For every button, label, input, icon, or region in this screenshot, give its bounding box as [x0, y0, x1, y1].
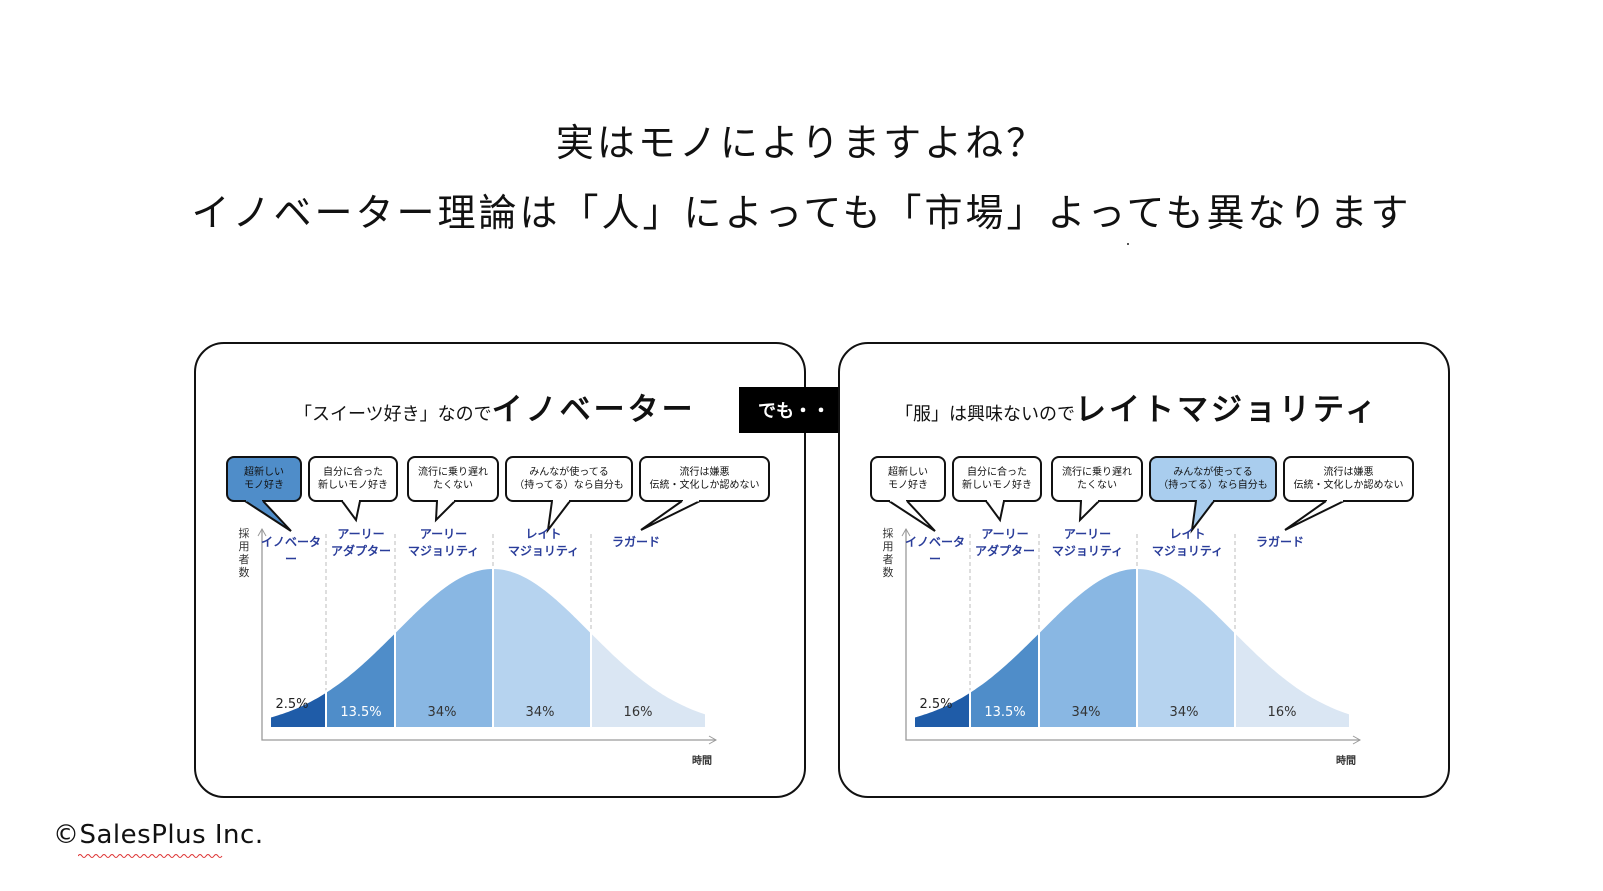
- stage-label: ラガード: [1255, 535, 1304, 549]
- speech-bubble-tail: [1190, 500, 1215, 534]
- share-label: 16%: [624, 705, 653, 720]
- speech-bubble-tail: [244, 500, 292, 532]
- copyright-text: ©SalesPlus Inc.: [53, 820, 264, 850]
- stage-label: レイト マジョリティ: [1151, 527, 1224, 558]
- share-label: 34%: [526, 705, 555, 720]
- panel-late-majority: 「服」は興味ないのでレイトマジョリティ 超新しい モノ好き 自分に合った 新しいモ…: [838, 342, 1450, 798]
- adoption-segment: [1136, 567, 1236, 729]
- stage-label: イノベーター: [260, 535, 321, 566]
- y-axis-arrow-icon: [901, 527, 911, 537]
- panel-title: 「スイーツ好き」なのでイノベーター: [294, 384, 696, 429]
- share-label: 34%: [1170, 705, 1199, 720]
- speech-bubble-tail: [640, 500, 701, 531]
- speech-bubble-tail: [546, 500, 571, 534]
- adoption-segment: [969, 629, 1040, 729]
- adoption-segment: [913, 689, 971, 729]
- adoption-segment: [394, 567, 494, 729]
- adoption-segment: [269, 689, 327, 729]
- chart-axes: [905, 529, 1360, 741]
- x-axis-arrow-icon: [708, 735, 718, 745]
- panel-title-segment: イノベーター: [491, 392, 696, 428]
- speech-bubble: 流行は嫌悪 伝統・文化しか認めない: [1283, 456, 1414, 502]
- stage-label: レイト マジョリティ: [507, 527, 580, 558]
- share-label: 13.5%: [340, 705, 381, 720]
- y-axis-label: 採 用 者 数: [882, 527, 894, 579]
- stage-label: アーリー マジョリティ: [1051, 527, 1124, 558]
- speech-bubble: みんなが使ってる （持ってる）なら自分も: [505, 456, 633, 502]
- adoption-segment: [325, 629, 396, 729]
- panel-title-segment: レイトマジョリティ: [1075, 392, 1380, 428]
- y-axis-label: 採 用 者 数: [238, 527, 250, 579]
- share-label: 13.5%: [984, 705, 1025, 720]
- stage-label: ラガード: [611, 535, 660, 549]
- share-label: 34%: [1072, 705, 1101, 720]
- speech-bubble-tail: [985, 500, 1005, 523]
- speech-bubble-tail: [434, 500, 456, 523]
- share-label: 16%: [1268, 705, 1297, 720]
- panel-title-reason: 「スイーツ好き」なので: [294, 404, 492, 425]
- adoption-curve-chart: 2.5% 13.5% 34% 34% 16%: [888, 499, 1362, 745]
- speech-bubble-tail: [1284, 500, 1345, 531]
- stray-dot: [1127, 243, 1129, 245]
- spellcheck-underline-icon: [78, 854, 223, 858]
- panel-title: 「服」は興味ないのでレイトマジョリティ: [895, 384, 1379, 429]
- speech-bubble-tail: [888, 500, 936, 532]
- chart-axes: [261, 529, 716, 741]
- stage-label: アーリー アダプター: [330, 527, 391, 558]
- x-axis-label: 時間: [1336, 756, 1356, 767]
- speech-bubble-tail: [1078, 500, 1100, 523]
- adoption-segment: [590, 629, 707, 729]
- panel-title-reason: 「服」は興味ないので: [895, 404, 1075, 425]
- y-axis-arrow-icon: [257, 527, 267, 537]
- stage-label: アーリー アダプター: [974, 527, 1035, 558]
- adoption-segment: [1234, 629, 1351, 729]
- adoption-segment: [1038, 567, 1138, 729]
- share-label: 2.5%: [919, 697, 952, 712]
- stage-label: アーリー マジョリティ: [407, 527, 480, 558]
- speech-bubble: 流行に乗り遅れ たくない: [407, 456, 499, 502]
- headline-line-1: 実はモノによりますよね？: [555, 121, 1048, 165]
- share-label: 2.5%: [275, 697, 308, 712]
- adoption-curve-chart: 2.5% 13.5% 34% 34% 16%: [244, 499, 718, 745]
- x-axis-arrow-icon: [1352, 735, 1362, 745]
- speech-bubble-tail: [341, 500, 361, 523]
- but-arrow: でも・・: [739, 387, 849, 433]
- share-label: 34%: [428, 705, 457, 720]
- speech-bubble: みんなが使ってる （持ってる）なら自分も: [1149, 456, 1277, 502]
- but-arrow-label: でも・・: [758, 401, 830, 422]
- adoption-segment: [492, 567, 592, 729]
- headline-line-2: イノベーター理論は「人」によっても「市場」よっても異なります: [191, 191, 1412, 235]
- stage-label: イノベーター: [904, 535, 965, 566]
- x-axis-label: 時間: [692, 756, 712, 767]
- panel-innovator: 「スイーツ好き」なのでイノベーター 超新しい モノ好き 自分に合った 新しいモノ好…: [194, 342, 806, 798]
- speech-bubble: 流行は嫌悪 伝統・文化しか認めない: [639, 456, 770, 502]
